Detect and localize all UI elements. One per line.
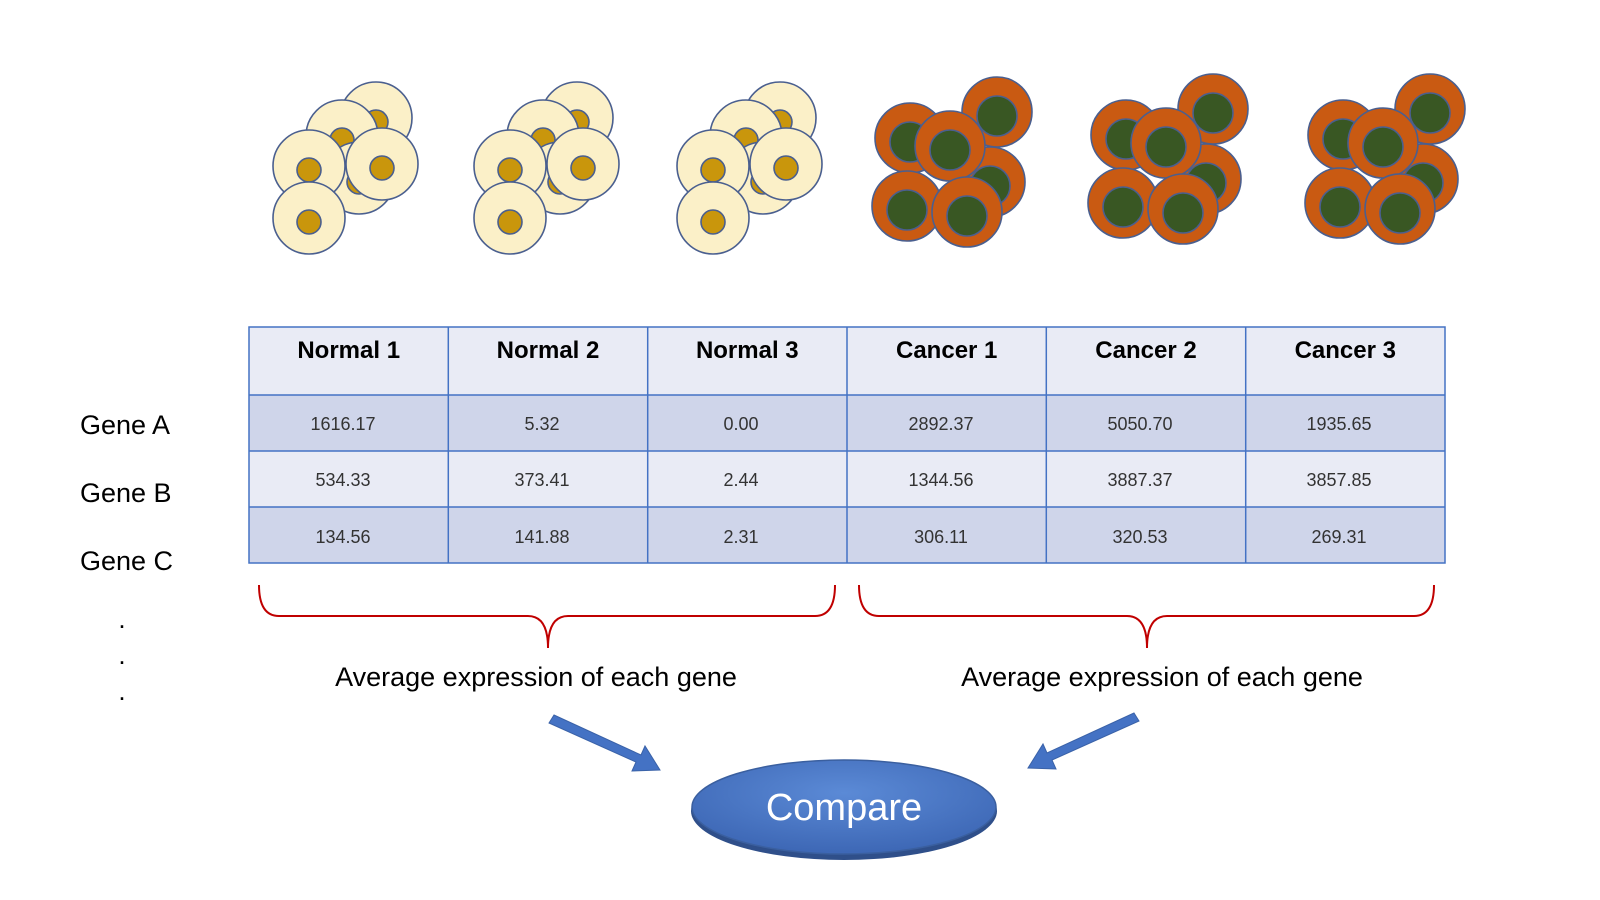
normal-cell (749, 127, 823, 201)
cancer-cell-cluster (871, 76, 1033, 248)
right-arrow-icon (1027, 712, 1140, 770)
table-cell: 3857.85 (1306, 470, 1371, 490)
column-header-normal-3: Normal 3 (696, 337, 799, 364)
cancer-cell (1130, 107, 1202, 179)
row-label-gene-a: Gene A (80, 410, 170, 440)
normal-cell-cluster (272, 81, 419, 255)
normal-cell-cluster (676, 81, 823, 255)
cancer-cell-cluster (1087, 73, 1249, 245)
table-cell: 306.11 (914, 527, 968, 547)
table-cell: 5.32 (524, 414, 559, 434)
left-arrow-icon (548, 714, 661, 772)
column-header-cancer-2: Cancer 2 (1095, 337, 1196, 364)
table-cell: 534.33 (315, 470, 370, 490)
cancer-cell (1347, 107, 1419, 179)
compare-node: Compare (691, 759, 997, 860)
normal-cell (546, 127, 620, 201)
normal-average-label: Average expression of each gene (335, 662, 737, 692)
table-cell: 320.53 (1112, 527, 1167, 547)
column-header-cancer-3: Cancer 3 (1295, 337, 1396, 364)
table-cell: 1616.17 (310, 414, 375, 434)
table-cell: 2.44 (723, 470, 758, 490)
ellipsis-dot: . (118, 604, 125, 634)
normal-group-brace (258, 584, 836, 649)
table-cell: 269.31 (1311, 527, 1366, 547)
ellipsis-dot: . (118, 640, 125, 670)
table-grid (248, 326, 1446, 564)
table-cell: 3887.37 (1107, 470, 1172, 490)
table-cell: 141.88 (514, 527, 569, 547)
table-cell: 134.56 (315, 527, 370, 547)
table-cell: 373.41 (514, 470, 569, 490)
table-cell: 2892.37 (908, 414, 973, 434)
cancer-cell-cluster (1304, 73, 1466, 245)
normal-cell (345, 127, 419, 201)
normal-cell-cluster (473, 81, 620, 255)
normal-cell (676, 129, 750, 203)
normal-cell (272, 181, 346, 255)
cancer-cell (1087, 167, 1159, 239)
cancer-average-label: Average expression of each gene (961, 662, 1363, 692)
ellipsis-dot: . (118, 676, 125, 706)
table-cell: 2.31 (723, 527, 758, 547)
row-label-gene-b: Gene B (80, 478, 172, 508)
table-cell: 1344.56 (908, 470, 973, 490)
cancer-group-brace (858, 584, 1435, 649)
normal-cell (473, 129, 547, 203)
expression-table: Normal 1 Normal 2 Normal 3 Cancer 1 Canc… (248, 326, 1446, 564)
table-cell: 1935.65 (1306, 414, 1371, 434)
compare-label: Compare (766, 787, 922, 829)
column-header-normal-1: Normal 1 (297, 337, 400, 364)
table-cell: 0.00 (723, 414, 758, 434)
row-label-gene-c: Gene C (80, 546, 173, 576)
cancer-cell (1304, 167, 1376, 239)
column-header-cancer-1: Cancer 1 (896, 337, 997, 364)
normal-cell (473, 181, 547, 255)
cancer-cell (871, 170, 943, 242)
cancer-cell (931, 176, 1003, 248)
table-cell: 5050.70 (1107, 414, 1172, 434)
column-header-normal-2: Normal 2 (497, 337, 600, 364)
cancer-cell (1147, 173, 1219, 245)
cancer-cell (1364, 173, 1436, 245)
cell-clusters (272, 73, 1466, 255)
normal-cell (272, 129, 346, 203)
normal-cell (676, 181, 750, 255)
cancer-cell (914, 110, 986, 182)
